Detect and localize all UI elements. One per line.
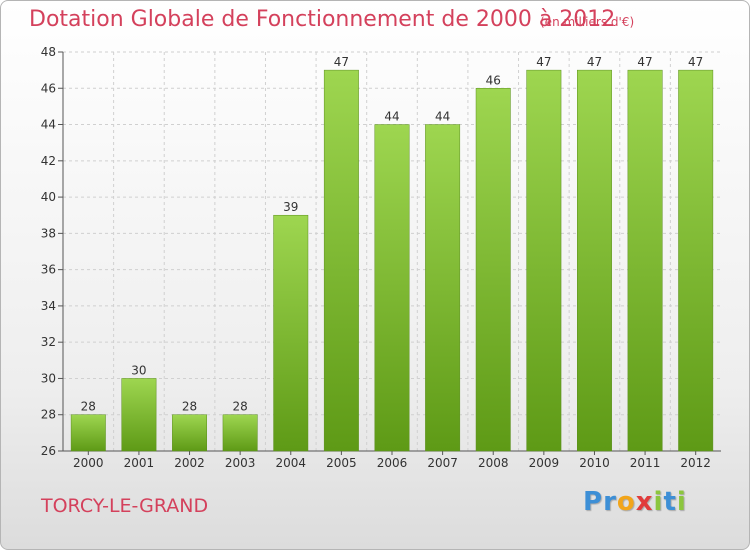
bar bbox=[172, 414, 207, 452]
x-tick-label: 2012 bbox=[680, 456, 711, 470]
y-tick-label: 34 bbox=[41, 299, 56, 313]
logo-letter: i bbox=[653, 487, 664, 517]
y-tick-label: 40 bbox=[41, 190, 56, 204]
x-tick-label: 2002 bbox=[174, 456, 205, 470]
bar-value-label: 44 bbox=[435, 110, 450, 124]
x-tick-label: 2003 bbox=[225, 456, 256, 470]
bar-value-label: 47 bbox=[637, 55, 652, 69]
bar bbox=[222, 414, 258, 452]
bar-value-label: 39 bbox=[283, 200, 298, 214]
bar-value-label: 47 bbox=[688, 55, 703, 69]
logo-letter: x bbox=[635, 487, 654, 517]
logo-letter: o bbox=[616, 487, 636, 517]
y-tick-label: 48 bbox=[41, 45, 56, 59]
bar bbox=[273, 214, 309, 452]
y-tick-label: 44 bbox=[41, 118, 56, 132]
y-tick-label: 30 bbox=[41, 371, 56, 385]
x-tick-label: 2000 bbox=[73, 456, 104, 470]
y-tick-label: 38 bbox=[41, 226, 56, 240]
y-tick-label: 46 bbox=[41, 81, 56, 95]
bar-value-label: 28 bbox=[81, 400, 96, 414]
logo-letter: r bbox=[603, 487, 617, 517]
proxiti-logo: Proxiti bbox=[583, 487, 687, 517]
bar bbox=[526, 69, 562, 452]
bar-value-label: 28 bbox=[182, 400, 197, 414]
bar bbox=[425, 124, 461, 452]
bar bbox=[678, 69, 714, 452]
bar-value-label: 28 bbox=[233, 400, 248, 414]
bar bbox=[374, 124, 410, 452]
y-tick-label: 42 bbox=[41, 154, 56, 168]
chart-subtitle: (en milliers d'€) bbox=[540, 15, 635, 29]
bar-value-label: 30 bbox=[131, 363, 146, 377]
logo-letter: i bbox=[676, 487, 687, 517]
y-tick-label: 28 bbox=[41, 408, 56, 422]
bar-value-label: 44 bbox=[384, 110, 399, 124]
x-tick-label: 2008 bbox=[478, 456, 509, 470]
logo-letter: P bbox=[583, 487, 604, 517]
x-tick-label: 2007 bbox=[427, 456, 458, 470]
commune-name: TORCY-LE-GRAND bbox=[41, 495, 209, 517]
logo-letter: t bbox=[663, 487, 677, 517]
bar bbox=[627, 69, 663, 452]
bar bbox=[475, 88, 511, 452]
bar bbox=[323, 69, 359, 452]
x-tick-label: 2004 bbox=[275, 456, 306, 470]
chart-title: Dotation Globale de Fonctionnement de 20… bbox=[29, 7, 616, 32]
bar-value-label: 47 bbox=[536, 55, 551, 69]
y-tick-label: 32 bbox=[41, 335, 56, 349]
x-tick-label: 2006 bbox=[377, 456, 408, 470]
x-tick-label: 2009 bbox=[529, 456, 560, 470]
y-tick-label: 26 bbox=[41, 444, 56, 458]
x-tick-label: 2001 bbox=[124, 456, 155, 470]
x-tick-label: 2010 bbox=[579, 456, 610, 470]
bar-value-label: 47 bbox=[587, 55, 602, 69]
bar-value-label: 47 bbox=[334, 55, 349, 69]
x-tick-label: 2005 bbox=[326, 456, 357, 470]
bar bbox=[121, 378, 157, 452]
x-tick-label: 2011 bbox=[630, 456, 661, 470]
bar bbox=[577, 69, 612, 452]
y-tick-label: 36 bbox=[41, 263, 56, 277]
bar bbox=[70, 414, 106, 452]
bar-value-label: 46 bbox=[486, 73, 501, 87]
